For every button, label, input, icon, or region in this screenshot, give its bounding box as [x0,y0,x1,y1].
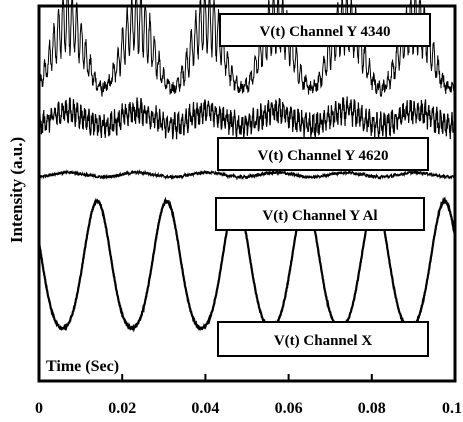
legend-item-y4620: V(t) Channel Y 4620 [217,137,429,171]
legend-text-yal: V(t) Channel Y Al [262,208,377,224]
legend-item-x: V(t) Channel X [217,321,429,357]
tick-layer: 0 0.02 0.04 0.06 0.08 0.1 [35,374,462,417]
legend-layer: V(t) Channel Y 4340 V(t) Channel Y 4620 … [215,13,431,357]
legend-item-y4340: V(t) Channel Y 4340 [219,13,431,47]
x-tick-label: 0.06 [275,400,303,417]
x-tick-label: 0 [35,400,43,417]
legend-box-x [217,321,429,357]
series-line-4 [38,196,457,333]
x-axis-label: Time (Sec) [46,358,119,375]
legend-box-y4340 [219,13,431,47]
x-tick-label: 0.04 [191,400,219,417]
legend-text-y4340: V(t) Channel Y 4340 [260,24,391,40]
legend-item-yal: V(t) Channel Y Al [215,197,425,231]
series-line-3 [38,168,456,181]
series-line-1 [38,0,456,98]
x-tick-label: 0.02 [108,400,136,417]
legend-text-y4620: V(t) Channel Y 4620 [258,148,389,164]
legend-box-y4620 [217,137,429,171]
plot-frame [37,4,457,383]
series-layer [38,0,457,333]
x-tick-label: 0.08 [358,400,386,417]
y-axis-label: Intensity (a.u.) [7,137,26,243]
legend-text-x: V(t) Channel X [274,333,373,349]
x-tick-label: 0.1 [442,400,462,417]
series-line-2 [38,96,456,141]
legend-box-yal [215,197,425,231]
